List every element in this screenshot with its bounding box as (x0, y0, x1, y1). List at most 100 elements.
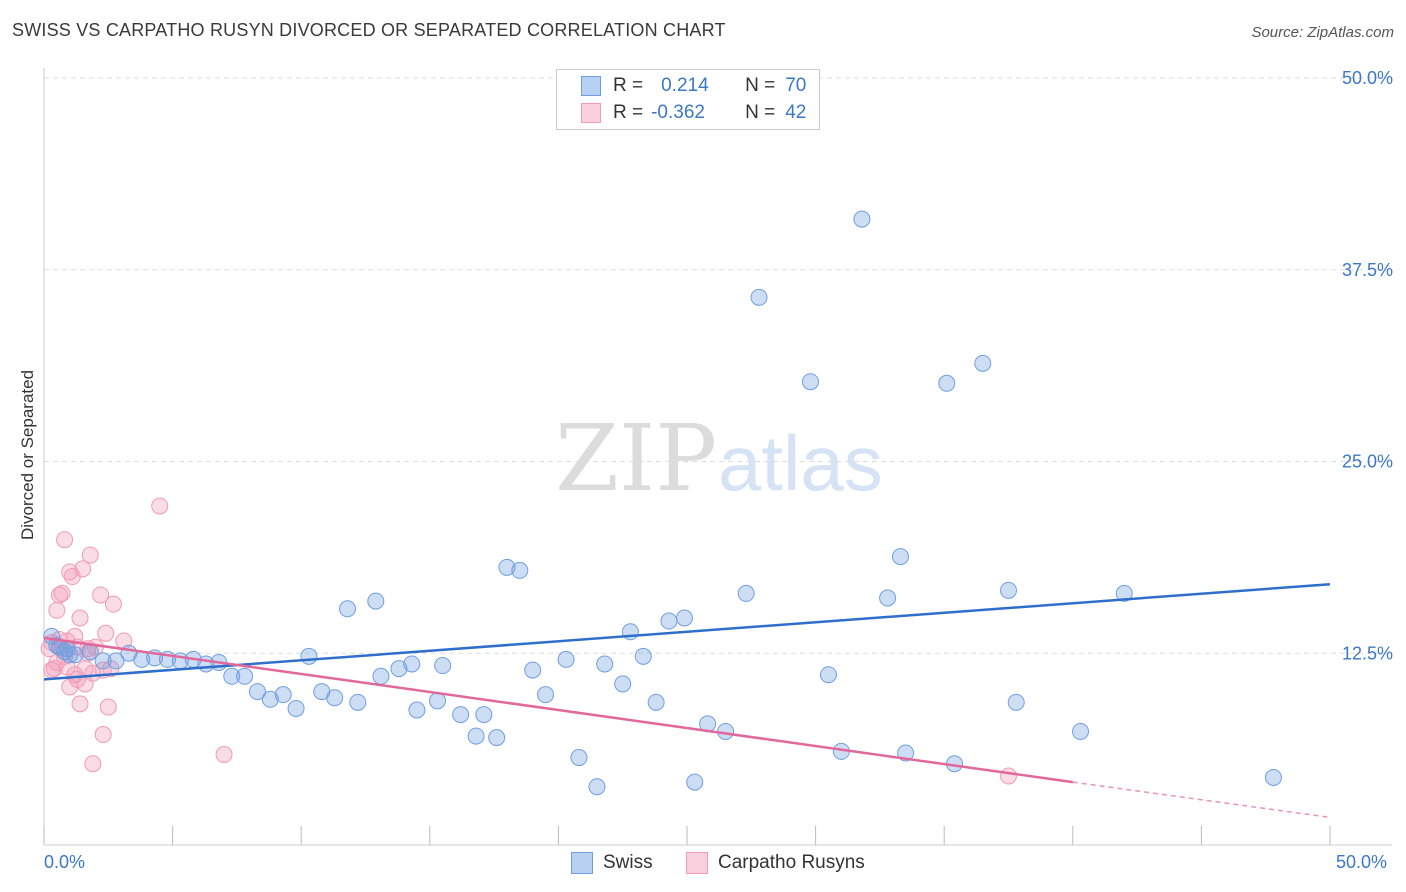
swiss-point (974, 354, 992, 372)
legend-label: Swiss (603, 852, 653, 873)
carpatho-rusyns-point (151, 497, 169, 515)
swiss-point (403, 655, 421, 673)
swiss-point (248, 683, 266, 701)
source-label: Source: ZipAtlas.com (1251, 24, 1394, 41)
carpatho-rusyns-point (50, 586, 68, 604)
watermark-zip: ZIP (555, 405, 717, 512)
swiss-point (94, 652, 112, 670)
swiss-point (300, 647, 318, 665)
swiss-point (66, 646, 84, 664)
swiss-point (675, 609, 693, 627)
y-tick-label: 12.5% (1342, 643, 1393, 663)
swiss-point (107, 652, 125, 670)
n-value: 42 (785, 102, 807, 123)
carpatho-rusyns-trend-extension (1072, 781, 1331, 819)
swiss-point (557, 650, 575, 668)
swiss-point (287, 699, 305, 717)
series-carpatho-rusyns (40, 497, 1017, 785)
swiss-point (408, 701, 426, 719)
carpatho-rusyns-point (53, 584, 71, 602)
swiss-point (588, 778, 606, 796)
n-label: N = (745, 75, 776, 96)
swiss-point (429, 692, 447, 710)
watermark-atlas: atlas (718, 419, 883, 507)
swiss-point (274, 686, 292, 704)
swiss-point (498, 558, 516, 576)
swiss-point (614, 675, 632, 693)
carpatho-rusyns-point (61, 563, 79, 581)
carpatho-rusyns-point (66, 627, 84, 645)
r-label: R = (613, 75, 644, 96)
n-label: N = (745, 102, 776, 123)
carpatho-rusyns-point (81, 546, 99, 564)
swiss-point (452, 706, 470, 724)
swiss-point (1000, 581, 1017, 599)
swiss-point (236, 667, 254, 685)
swiss-point (475, 706, 493, 724)
swiss-point (1007, 693, 1025, 711)
swiss-point (737, 584, 755, 602)
swiss-point (261, 690, 279, 708)
legend-label: Carpatho Rusyns (718, 852, 865, 873)
legend-item-swiss[interactable]: Swiss (571, 852, 653, 874)
watermark: ZIP atlas (555, 405, 883, 512)
correlation-legend: R = 0.214 N = 70 R = -0.362 N = 42 (556, 69, 820, 130)
carpatho-rusyns-point (92, 586, 110, 604)
carpatho-rusyns-swatch (581, 103, 601, 123)
carpatho-rusyns-point (48, 601, 66, 619)
trend-lines (43, 582, 1331, 819)
swiss-point (434, 657, 452, 675)
swiss-swatch (581, 76, 601, 96)
swiss-point (372, 667, 390, 685)
swiss-point (537, 686, 555, 704)
swiss-point (488, 729, 506, 747)
swiss-point (1115, 584, 1133, 602)
carpatho-rusyns-point (84, 755, 102, 773)
carpatho-rusyns-point (71, 609, 89, 627)
carpatho-rusyns-trend-line (43, 636, 1073, 784)
carpatho-rusyns-swatch (686, 852, 708, 874)
carpatho-rusyns-point (104, 595, 122, 613)
swiss-point (467, 727, 485, 745)
legend-item-carpatho-rusyns[interactable]: Carpatho Rusyns (686, 852, 865, 874)
swiss-point (879, 589, 897, 607)
carpatho-rusyns-point (71, 695, 89, 713)
r-value: 0.214 (661, 75, 709, 96)
y-tick-label: 50.0% (1342, 68, 1393, 88)
carpatho-rusyns-point (74, 560, 92, 578)
x-axis-min-label: 0.0% (44, 852, 86, 872)
swiss-point (634, 647, 652, 665)
swiss-point (1072, 722, 1090, 740)
swiss-point (819, 666, 837, 684)
swiss-point (390, 660, 408, 678)
swiss-point (61, 646, 79, 664)
swiss-point (660, 612, 678, 630)
swiss-point (367, 592, 385, 610)
n-value: 70 (785, 75, 807, 96)
swiss-point (596, 655, 614, 673)
axes (43, 68, 1392, 846)
x-axis-max-label: 50.0% (1336, 852, 1388, 872)
swiss-point (570, 749, 588, 767)
series-legend: Swiss Carpatho Rusyns (0, 852, 1406, 878)
y-axis-title: Divorced or Separated (18, 369, 37, 541)
swiss-swatch (571, 852, 593, 874)
swiss-point (223, 667, 241, 685)
carpatho-rusyns-point (99, 698, 117, 716)
carpatho-rusyns-point (56, 531, 74, 549)
swiss-point (801, 373, 819, 391)
chart-title: SWISS VS CARPATHO RUSYN DIVORCED OR SEPA… (12, 20, 726, 40)
legend-row-carpatho-rusyns: R = -0.362 N = 42 (557, 100, 806, 126)
swiss-point (647, 693, 665, 711)
swiss-point (338, 600, 356, 618)
carpatho-rusyns-point (1000, 767, 1017, 785)
swiss-point (891, 548, 909, 566)
tick-labels: 12.5% 25.0% 37.5% 50.0% (1342, 68, 1393, 663)
carpatho-rusyns-point (97, 624, 115, 642)
carpatho-rusyns-point (94, 726, 112, 744)
swiss-point (1264, 769, 1282, 787)
carpatho-rusyns-point (215, 745, 233, 763)
swiss-point (853, 210, 871, 228)
r-label: R = (613, 102, 644, 123)
swiss-point (326, 689, 344, 707)
